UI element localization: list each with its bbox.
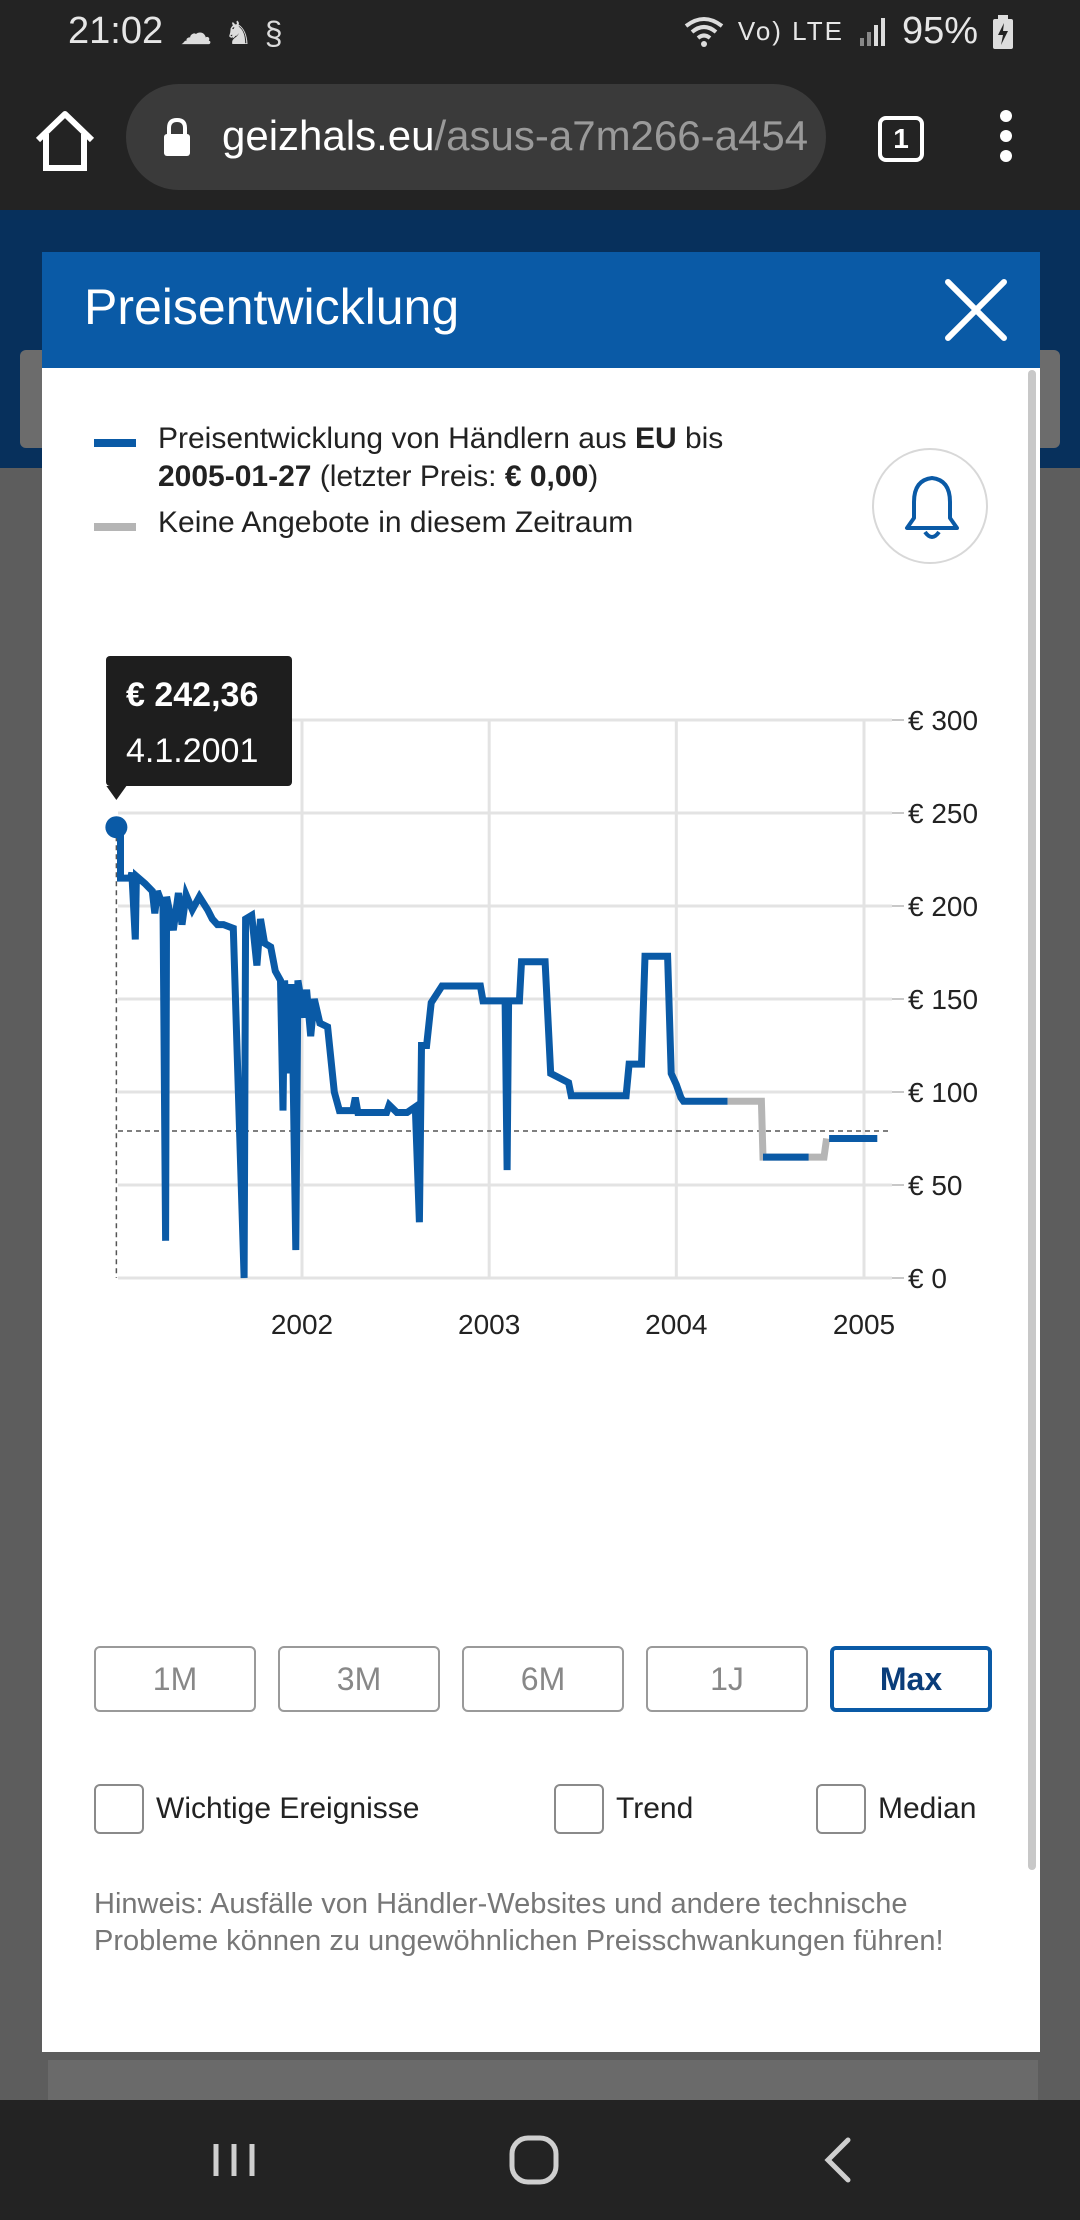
legend-text: Keine Angebote in diesem Zeitraum xyxy=(158,506,634,539)
bell-icon xyxy=(905,476,959,539)
signal-icon xyxy=(859,17,885,46)
tooltip-price: € 242,36 xyxy=(126,676,258,714)
back-icon[interactable] xyxy=(810,2130,870,2190)
legend-text: Preisentwicklung von Händlern aus xyxy=(158,422,635,455)
lock-icon xyxy=(164,118,190,156)
checkbox-label: Trend xyxy=(616,1792,694,1825)
dialog-scrollbar[interactable] xyxy=(1028,370,1036,1870)
status-time: 21:02 xyxy=(68,10,164,52)
legend-item-no-offers: Keine Angebote in diesem Zeitraum xyxy=(94,504,854,542)
close-icon[interactable] xyxy=(942,276,1010,344)
network-type: Vo) LTE xyxy=(737,16,844,46)
recent-apps-icon[interactable] xyxy=(204,2130,264,2190)
x-tick-label: 2005 xyxy=(833,1309,895,1340)
url-path: /asus-a7m266-a454 xyxy=(434,112,809,159)
chart-legend: Preisentwicklung von Händlern aus EU bis… xyxy=(94,420,854,542)
address-bar[interactable]: geizhals.eu/asus-a7m266-a454 xyxy=(126,84,826,190)
legend-region: EU xyxy=(634,422,677,455)
y-tick-label: € 50 xyxy=(908,1170,963,1201)
highlight-point xyxy=(105,816,128,839)
cloud-icon: ☁ xyxy=(180,15,224,51)
battery-percent: 95% xyxy=(901,10,978,52)
legend-swatch-blue xyxy=(94,439,136,447)
status-notification-icons: ☁♞§ xyxy=(180,14,294,52)
tooltip-pointer xyxy=(106,786,127,800)
home-nav-icon[interactable] xyxy=(504,2130,564,2190)
tooltip-date: 4.1.2001 xyxy=(126,732,258,770)
menu-dot-icon xyxy=(1000,130,1012,142)
x-tick-label: 2003 xyxy=(458,1309,520,1340)
shazam-icon: § xyxy=(264,15,295,51)
notification-icon: ♞ xyxy=(224,15,265,51)
checkbox-label: Wichtige Ereignisse xyxy=(156,1792,420,1825)
series-line-0 xyxy=(116,824,728,1279)
y-tick-label: € 0 xyxy=(908,1263,947,1294)
status-bar: 21:02 ☁♞§ Vo) LTE 95% xyxy=(0,0,1080,66)
status-right: Vo) LTE 95% xyxy=(684,10,1014,53)
events-checkbox[interactable]: Wichtige Ereignisse xyxy=(94,1784,419,1838)
dialog-note: Hinweis: Ausfälle von Händler-Websites u… xyxy=(94,1888,944,1957)
x-tick-label: 2002 xyxy=(271,1309,333,1340)
url-domain: geizhals.eu xyxy=(222,112,435,159)
legend-text: ) xyxy=(588,460,599,493)
menu-dot-icon xyxy=(1000,110,1012,122)
background-list-item xyxy=(48,2060,1038,2100)
tab-switcher-button[interactable]: 1 xyxy=(878,116,924,162)
battery-icon xyxy=(993,14,1013,49)
url-text: geizhals.eu/asus-a7m266-a454 xyxy=(222,112,808,160)
wifi-icon xyxy=(684,16,724,47)
range-button-1m[interactable]: 1M xyxy=(94,1646,256,1712)
checkbox-box[interactable] xyxy=(816,1784,866,1834)
y-tick-label: € 100 xyxy=(908,1077,978,1108)
legend-item-price: Preisentwicklung von Händlern aus EU bis… xyxy=(94,420,854,496)
y-tick-label: € 250 xyxy=(908,798,978,829)
range-button-6m[interactable]: 6M xyxy=(462,1646,624,1712)
legend-date: 2005-01-27 xyxy=(158,460,312,493)
chart-options: Wichtige Ereignisse Trend Median xyxy=(94,1784,994,1838)
browser-menu-button[interactable] xyxy=(988,106,1024,170)
checkbox-label: Median xyxy=(878,1792,977,1825)
price-history-dialog: Preisentwicklung Preisentwicklung von Hä… xyxy=(42,252,1040,2052)
price-chart[interactable]: € 0 € 50 € 100 € 150 € 200 € 250 € 300 2002 2003… xyxy=(42,622,1040,1382)
x-tick-label: 2004 xyxy=(645,1309,707,1340)
menu-dot-icon xyxy=(1000,150,1012,162)
legend-text: (letzter Preis: xyxy=(311,460,505,493)
range-button-max[interactable]: Max xyxy=(830,1646,992,1712)
price-alert-button[interactable] xyxy=(872,448,988,564)
legend-last-price: € 0,00 xyxy=(504,460,589,493)
browser-toolbar: geizhals.eu/asus-a7m266-a454 1 xyxy=(0,66,1080,210)
range-button-1j[interactable]: 1J xyxy=(646,1646,808,1712)
dialog-title: Preisentwicklung xyxy=(84,279,460,335)
y-tick-label: € 150 xyxy=(908,984,978,1015)
checkbox-box[interactable] xyxy=(554,1784,604,1834)
home-icon[interactable] xyxy=(30,106,100,176)
median-checkbox[interactable]: Median xyxy=(816,1784,996,1838)
range-selector: 1M 3M 6M 1J Max xyxy=(94,1646,992,1714)
series-line-1 xyxy=(727,1097,831,1161)
legend-swatch-gray xyxy=(94,523,136,531)
legend-text: bis xyxy=(676,422,724,455)
system-navigation-bar xyxy=(0,2100,1080,2220)
range-button-3m[interactable]: 3M xyxy=(278,1646,440,1712)
tooltip-box xyxy=(106,656,292,786)
dialog-header: Preisentwicklung xyxy=(42,252,1040,368)
y-tick-label: € 300 xyxy=(908,705,978,736)
trend-checkbox[interactable]: Trend xyxy=(554,1784,714,1838)
y-tick-label: € 200 xyxy=(908,891,978,922)
checkbox-box[interactable] xyxy=(94,1784,144,1834)
